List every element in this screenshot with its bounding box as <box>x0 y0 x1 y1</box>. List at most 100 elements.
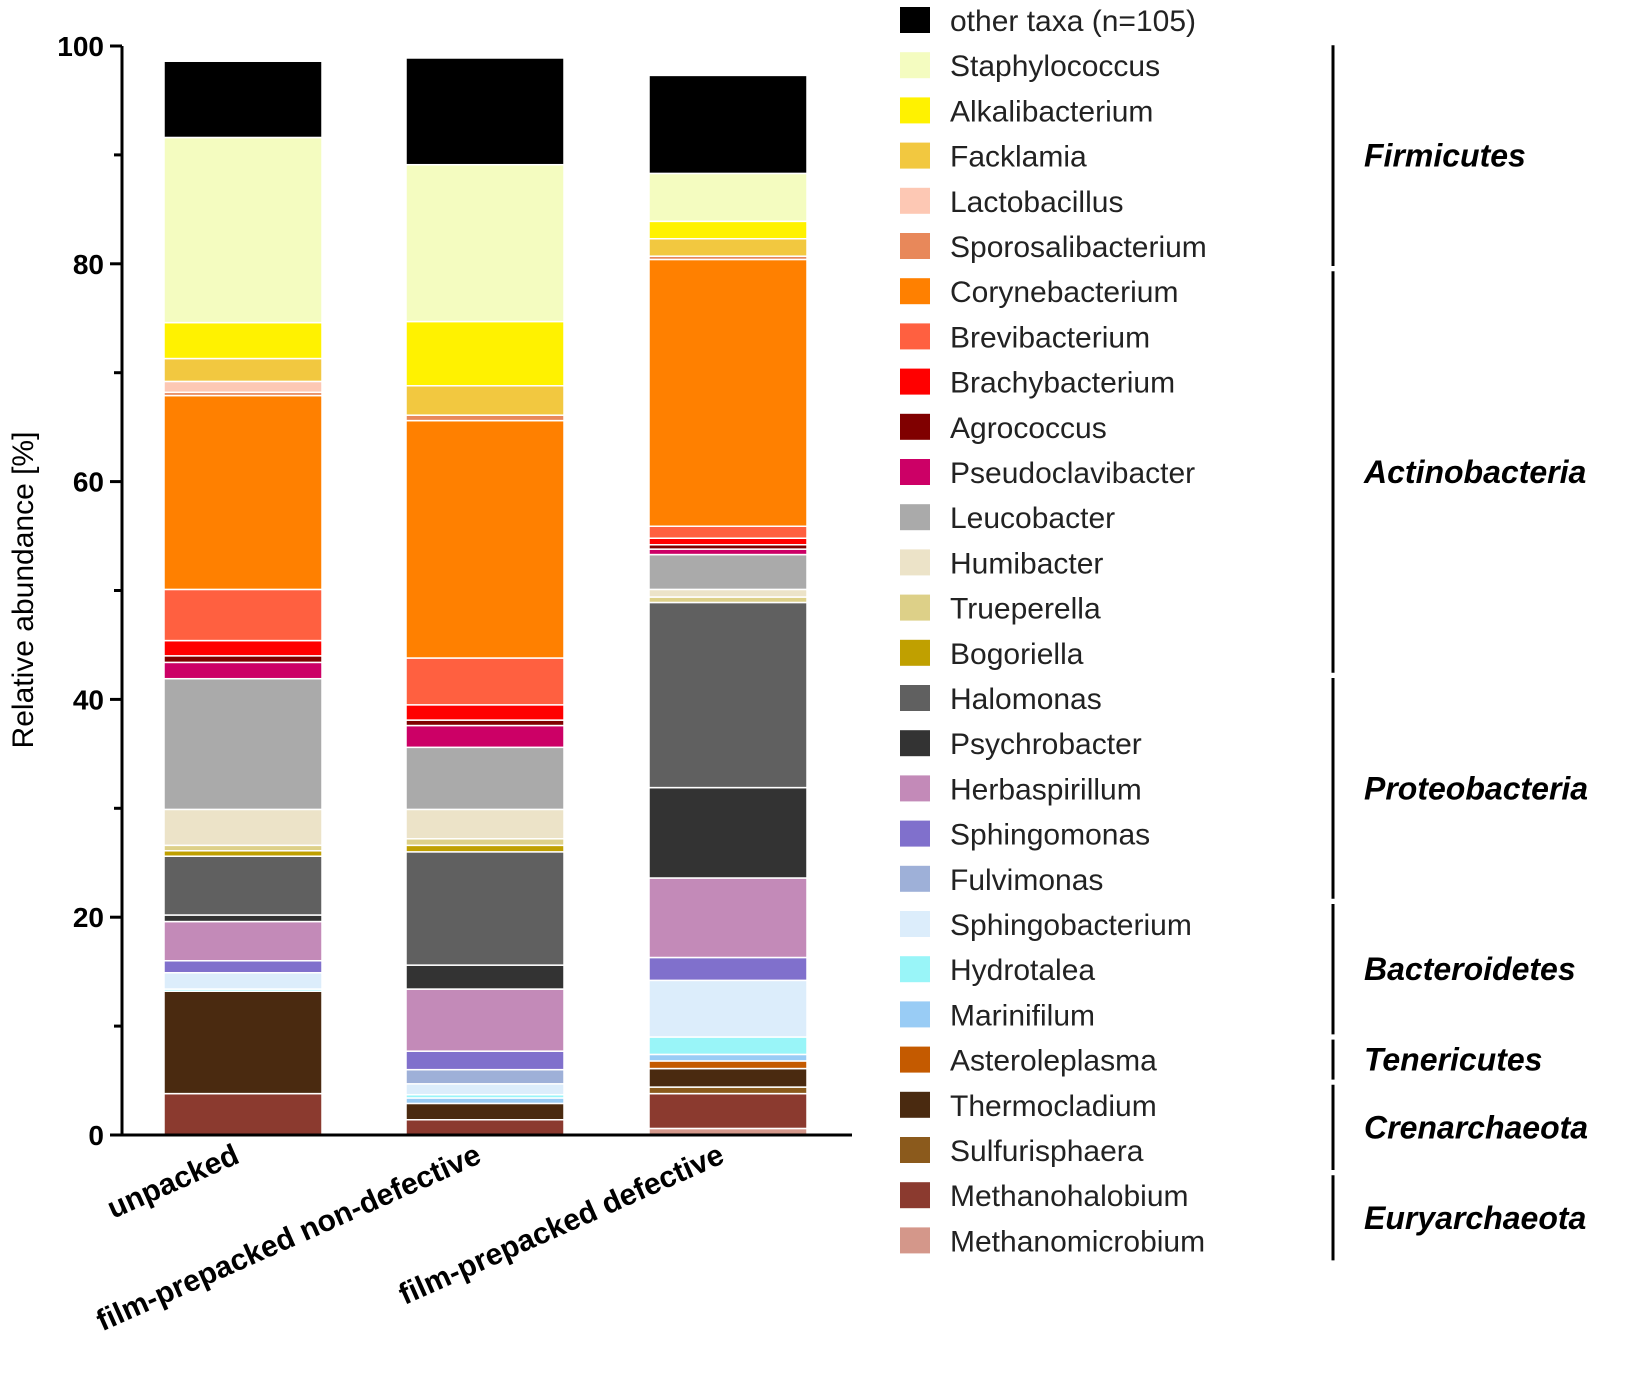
bar-segment-film-prepacked-defective-facklamia <box>648 238 808 257</box>
legend-swatch-sulfurisphaera <box>900 1137 930 1163</box>
phylum-label-crenarchaeota: Crenarchaeota <box>1364 1109 1588 1145</box>
bar-segment-film-prepacked-defective-psychrobacter <box>648 786 808 879</box>
legend-swatch-leucobacter <box>900 504 930 531</box>
legend-label-sulfurisphaera: Sulfurisphaera <box>950 1135 1144 1168</box>
bar-segment-film-prepacked-non-defective-fulvimonas <box>405 1068 565 1085</box>
legend-label-facklamia: Facklamia <box>950 141 1087 174</box>
bar-segment-film-prepacked-defective-asteroleplasma <box>648 1060 808 1070</box>
legend-label-methanohalobium: Methanohalobium <box>950 1180 1189 1213</box>
phylum-label-proteobacteria: Proteobacteria <box>1364 770 1588 806</box>
category-label-unpacked: unpacked <box>102 1138 243 1225</box>
bar-segment-unpacked-halomonas <box>163 855 323 916</box>
legend-swatch-corynebacterium <box>900 278 930 305</box>
legend-label-marinifilum: Marinifilum <box>950 999 1095 1032</box>
bar-segment-unpacked-lactobacillus <box>163 380 323 394</box>
bar-segment-film-prepacked-defective-methanohalobium <box>648 1092 808 1130</box>
bar-segment-unpacked-other-taxa-n-105 <box>163 60 323 139</box>
bar-segment-film-prepacked-non-defective-facklamia <box>405 385 565 416</box>
legend-swatch-sphingomonas <box>900 820 930 847</box>
legend-swatch-brachybacterium <box>900 368 930 395</box>
bar-segment-film-prepacked-defective-brevibacterium <box>648 525 808 539</box>
bar-segment-unpacked-methanohalobium <box>163 1092 323 1136</box>
bar-segment-film-prepacked-non-defective-halomonas <box>405 851 565 966</box>
y-tick-label-40: 40 <box>73 684 104 715</box>
bar-segment-film-prepacked-non-defective-sphingomonas <box>405 1050 565 1071</box>
bar-segment-film-prepacked-non-defective-leucobacter <box>405 746 565 811</box>
bar-segment-film-prepacked-non-defective-marinifilum <box>405 1097 565 1105</box>
legend-label-corynebacterium: Corynebacterium <box>950 276 1178 309</box>
legend-swatch-alkalibacterium <box>900 97 930 124</box>
legend-label-sphingobacterium: Sphingobacterium <box>950 909 1192 942</box>
legend-swatch-humibacter <box>900 549 930 576</box>
bar-segment-film-prepacked-defective-trueperella <box>648 596 808 604</box>
legend-swatch-hydrotalea <box>900 956 930 983</box>
legend-label-hydrotalea: Hydrotalea <box>950 954 1095 987</box>
y-ticks: 0 20 40 60 80 100 <box>57 31 122 1151</box>
bar-segment-unpacked-herbaspirillum <box>163 920 323 962</box>
legend-swatch-marinifilum <box>900 1001 930 1028</box>
bar-segment-film-prepacked-defective-sphingobacterium <box>648 979 808 1038</box>
bar-segment-film-prepacked-defective-sphingomonas <box>648 956 808 982</box>
legend-label-lactobacillus: Lactobacillus <box>950 186 1123 219</box>
legend-label-halomonas: Halomonas <box>950 683 1102 716</box>
bar-segment-unpacked-bogoriella <box>163 850 323 857</box>
bar-segment-film-prepacked-defective-hydrotalea <box>648 1036 808 1056</box>
bar-segment-film-prepacked-non-defective-thermocladium <box>405 1102 565 1121</box>
bar-segment-film-prepacked-defective-herbaspirillum <box>648 877 808 959</box>
bar-segment-unpacked-sphingomonas <box>163 960 323 974</box>
bar-segment-unpacked-staphylococcus <box>163 136 323 324</box>
bar-segment-film-prepacked-non-defective-bogoriella <box>405 844 565 853</box>
bars-layer <box>163 57 808 1136</box>
bar-segment-film-prepacked-defective-other-taxa-n-105 <box>648 74 808 175</box>
bar-segment-unpacked-facklamia <box>163 357 323 383</box>
bar-segment-unpacked-thermocladium <box>163 990 323 1095</box>
bar-segment-film-prepacked-defective-sulfurisphaera <box>648 1086 808 1095</box>
legend-swatch-staphylococcus <box>900 52 930 79</box>
legend-label-psychrobacter: Psychrobacter <box>950 728 1142 761</box>
legend-label-asteroleplasma: Asteroleplasma <box>950 1045 1157 1078</box>
y-tick-label-0: 0 <box>88 1120 104 1151</box>
bar-segment-unpacked-psychrobacter <box>163 914 323 923</box>
legend-swatch-bogoriella <box>900 639 930 666</box>
legend-label-brachybacterium: Brachybacterium <box>950 367 1175 400</box>
bar-segment-unpacked-brachybacterium <box>163 639 323 657</box>
phylum-brackets: Firmicutes Actinobacteria Proteobacteria Ba… <box>1331 45 1588 1261</box>
phylum-label-bacteroidetes: Bacteroidetes <box>1364 951 1576 987</box>
bar-segment-film-prepacked-defective-brachybacterium <box>648 537 808 546</box>
legend-label-sphingomonas: Sphingomonas <box>950 819 1150 852</box>
legend-label-other-taxa-n-105: other taxa (n=105) <box>950 5 1196 38</box>
bar-segment-film-prepacked-non-defective-agrococcus <box>405 719 565 727</box>
legend-swatch-facklamia <box>900 142 930 169</box>
legend-swatch-asteroleplasma <box>900 1046 930 1073</box>
phylum-label-euryarchaeota: Euryarchaeota <box>1364 1200 1586 1236</box>
bar-segment-film-prepacked-non-defective-corynebacterium <box>405 419 565 659</box>
legend-swatch-sphingobacterium <box>900 911 930 937</box>
legend-swatch-sporosalibacterium <box>900 233 930 259</box>
bar-segment-film-prepacked-non-defective-other-taxa-n-105 <box>405 57 565 166</box>
legend-swatch-methanomicrobium <box>900 1227 930 1254</box>
bar-segment-film-prepacked-non-defective-herbaspirillum <box>405 988 565 1052</box>
y-tick-label-80: 80 <box>73 249 104 280</box>
legend-swatch-herbaspirillum <box>900 775 930 802</box>
y-tick-label-20: 20 <box>73 902 104 933</box>
legend-label-alkalibacterium: Alkalibacterium <box>950 95 1153 128</box>
bar-segment-film-prepacked-non-defective-brachybacterium <box>405 704 565 721</box>
legend-label-thermocladium: Thermocladium <box>950 1090 1157 1123</box>
bar-segment-film-prepacked-non-defective-brevibacterium <box>405 657 565 706</box>
bar-segment-film-prepacked-defective-halomonas <box>648 601 808 789</box>
legend-label-agrococcus: Agrococcus <box>950 412 1107 445</box>
bar-segment-film-prepacked-defective-corynebacterium <box>648 258 808 527</box>
legend-swatch-other-taxa-n-105 <box>900 7 930 33</box>
legend-label-herbaspirillum: Herbaspirillum <box>950 773 1142 806</box>
legend-label-leucobacter: Leucobacter <box>950 502 1115 535</box>
bar-segment-film-prepacked-defective-alkalibacterium <box>648 220 808 240</box>
legend-swatch-lactobacillus <box>900 187 930 214</box>
phylum-label-firmicutes: Firmicutes <box>1364 138 1526 174</box>
bar-segment-film-prepacked-defective-humibacter <box>648 588 808 598</box>
legend-swatch-trueperella <box>900 594 930 621</box>
bar-segment-unpacked-humibacter <box>163 808 323 847</box>
bar-segment-unpacked-pseudoclavibacter <box>163 661 323 680</box>
category-label-film-prepacked-non-defective: film-prepacked non-defective <box>92 1138 486 1338</box>
